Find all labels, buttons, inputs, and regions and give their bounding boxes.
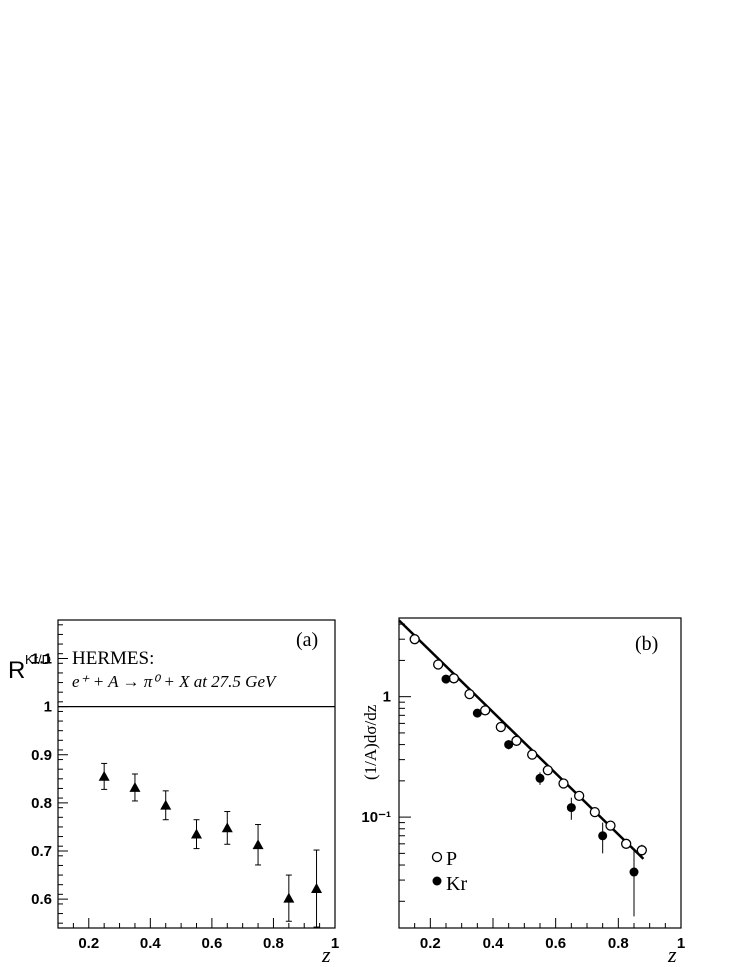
panel-b-point-p	[621, 838, 632, 849]
panel-b-point-kr	[566, 803, 576, 813]
panel-a-ylabel-sub: Kr/D	[25, 652, 51, 667]
panel-a-ytick-label: 1	[44, 699, 52, 716]
panel-b-legend: P Kr	[431, 848, 467, 895]
panel-b-ticks: 0.2 0.4 0.6 0.8 1 10⁻¹ 1	[361, 623, 685, 952]
panel-a-ytick-label: 0.6	[31, 891, 52, 908]
panel-a: 0.2 0.4 0.6 0.8 1 0.6 0.7 0.8 0.9 1 1.1 (a) HERMES…	[8, 619, 339, 967]
panel-b-point-p	[464, 688, 475, 700]
panel-a-point	[311, 883, 323, 893]
panel-a-annotation-reaction: e⁺ + A → π⁰ + X at 27.5 GeV	[72, 672, 278, 691]
panel-b-point-p	[480, 705, 491, 716]
panel-b-point-p	[605, 820, 616, 831]
panel-b-point-p	[409, 634, 420, 645]
panel-b-point-p	[636, 845, 647, 856]
panel-a-xtick-label: 0.2	[78, 935, 99, 952]
panel-b-xtick-label: 0.8	[608, 935, 629, 952]
panel-a-ytick-label: 0.7	[31, 843, 52, 860]
panel-b-xtick-label: 1	[677, 935, 685, 952]
panel-b-point-p	[542, 765, 553, 776]
legend-label-p: P	[446, 848, 457, 870]
panel-b-point-p	[527, 749, 538, 760]
panel-a-point	[160, 799, 172, 810]
panel-b-ylabel: (1/A)dσ/dz	[361, 704, 380, 780]
panel-a-annotation-title: HERMES:	[72, 648, 154, 669]
panel-a-point	[221, 822, 233, 833]
panel-b-point-p	[433, 659, 444, 670]
panel-b-xtick-label: 0.4	[483, 935, 505, 952]
panel-b-point-kr	[472, 708, 482, 718]
panel-a-ytick-label: 1.1	[31, 651, 52, 668]
panel-b: 0.2 0.4 0.6 0.8 1 10⁻¹ 1 (b) (1/A)dσ/dz z P Kr	[361, 617, 685, 967]
panel-b-point-kr	[629, 867, 639, 877]
panel-a-point	[129, 781, 141, 792]
panel-a-xtick-label: 1	[331, 935, 339, 952]
panel-b-xtick-label: 0.6	[545, 935, 566, 952]
legend-label-kr: Kr	[446, 873, 467, 895]
panel-a-label: (a)	[296, 629, 318, 651]
panel-b-point-kr	[535, 773, 545, 783]
panel-a-ylabel-main: R	[8, 657, 25, 684]
panel-a-ytick-label: 0.9	[31, 747, 52, 764]
panel-a-xtick-label: 0.4	[140, 935, 162, 952]
panel-b-ytick-label: 10⁻¹	[361, 809, 391, 826]
panel-b-ytick-label: 1	[383, 689, 391, 706]
legend-marker-p	[431, 851, 443, 863]
panel-a-point	[283, 892, 295, 903]
panel-b-point-p	[574, 790, 585, 802]
panel-a-ytick-label: 0.8	[31, 795, 52, 812]
panel-a-point	[191, 828, 202, 839]
panel-b-point-p	[589, 806, 600, 818]
panel-a-point	[98, 770, 110, 781]
panel-a-points	[98, 762, 323, 928]
panel-a-ticks: 0.2 0.4 0.6 0.8 1 0.6 0.7 0.8 0.9 1 1.1	[31, 624, 339, 952]
panel-b-point-p	[511, 735, 522, 746]
panel-a-point	[252, 839, 264, 850]
panel-b-point-p	[558, 778, 569, 789]
panel-b-xtick-label: 0.2	[420, 935, 441, 952]
panel-a-xtick-label: 0.8	[263, 935, 284, 952]
panel-b-point-kr	[504, 740, 514, 750]
panel-b-point-p	[448, 673, 459, 684]
panel-b-point-p	[495, 721, 506, 733]
legend-marker-kr	[432, 876, 442, 886]
panel-b-point-kr	[441, 674, 451, 684]
panel-a-xtick-label: 0.6	[201, 935, 222, 952]
panel-b-points	[409, 634, 647, 917]
panel-b-xlabel: z	[667, 942, 677, 967]
panel-b-label: (b)	[635, 633, 658, 655]
panel-a-xlabel: z	[321, 942, 331, 967]
panel-b-point-kr	[598, 831, 608, 841]
